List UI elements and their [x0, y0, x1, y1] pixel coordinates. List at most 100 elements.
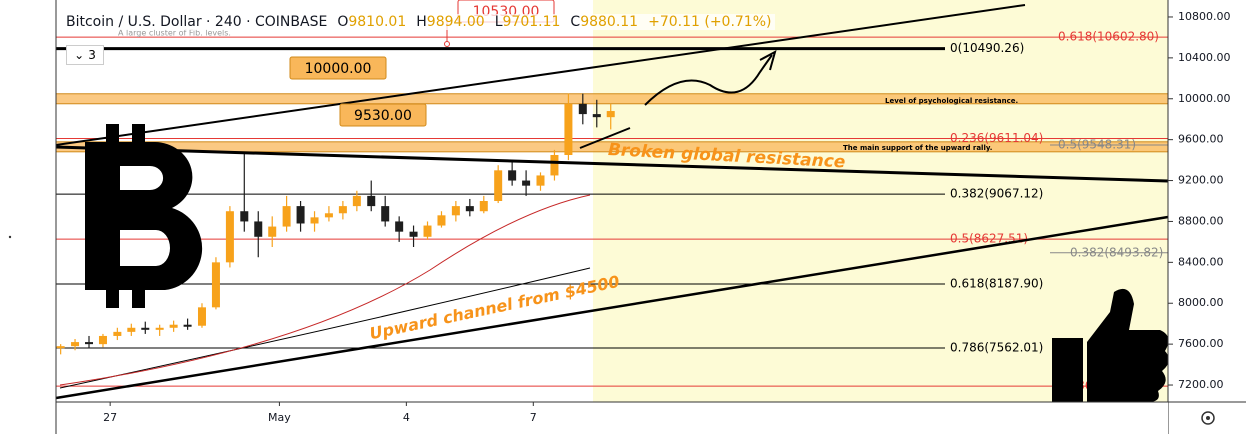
- fib-label: 0.5(9548.31): [1058, 137, 1136, 151]
- candle-body: [85, 342, 94, 345]
- candle-body: [141, 327, 150, 330]
- y-tick-label: 9200.00: [1178, 174, 1224, 187]
- y-tick-label: 8800.00: [1178, 214, 1224, 227]
- x-tick-label: 4: [403, 411, 410, 424]
- candle-body: [155, 327, 164, 330]
- candle-body: [296, 206, 305, 224]
- fib-label: 0.786(7562.01): [950, 341, 1043, 355]
- candle-body: [508, 170, 517, 181]
- y-tick-label: 7600.00: [1178, 337, 1224, 350]
- candle-body: [367, 195, 376, 207]
- candle-body: [71, 342, 80, 347]
- candle-body: [494, 170, 503, 201]
- y-tick-label: 10000.00: [1178, 92, 1231, 105]
- price-callout: [339, 103, 427, 127]
- indicators-toggle[interactable]: ⌄ 3: [66, 45, 104, 65]
- marker-dot: [444, 41, 450, 47]
- fib-label: 0.382(8493.82): [1070, 245, 1163, 259]
- price-axis: [1168, 0, 1246, 434]
- fib-label: 0.5(8627.51): [950, 232, 1028, 246]
- ohlc-key: H: [416, 14, 427, 30]
- ohlc-value: 9701.11: [502, 14, 561, 30]
- candle-body: [282, 206, 291, 227]
- change: +70.11 (+0.71%): [648, 14, 772, 30]
- bitcoin-logo: [85, 124, 203, 308]
- ohlc-value: 9894.00: [426, 14, 485, 30]
- price-callout: [289, 56, 387, 80]
- candle-body: [225, 211, 234, 263]
- candle-body: [465, 206, 474, 212]
- ohlc-value: 9810.01: [348, 14, 407, 30]
- channel-bottom: [55, 215, 1169, 400]
- annotation: Level of psychological resistance.: [885, 97, 1018, 105]
- chevron: ⌄: [74, 48, 85, 62]
- candle-body: [423, 225, 432, 237]
- ohlc: H9894.00: [416, 14, 484, 30]
- candle-body: [197, 307, 206, 326]
- settings-icon[interactable]: [1201, 411, 1215, 425]
- ohlc-key: L: [494, 14, 503, 30]
- x-tick-label: 7: [530, 411, 537, 424]
- candle-body: [240, 211, 249, 222]
- candle-body: [564, 103, 573, 155]
- broken-resistance-line: [55, 145, 1169, 183]
- annotation: The main support of the upward rally.: [843, 144, 992, 152]
- candle-body: [522, 180, 531, 186]
- fib-label: 0.618(10602.80): [1058, 30, 1159, 44]
- candle-body: [409, 231, 418, 237]
- x-tick-label: May: [268, 411, 291, 424]
- fib-label: 0(10490.26): [950, 41, 1024, 55]
- header: Bitcoin / U.S. Dollar · 240 · COINBASE O…: [62, 14, 776, 30]
- candle-body: [606, 111, 615, 118]
- price-callout-label: 9530.00: [354, 108, 412, 124]
- candle-body: [479, 201, 488, 212]
- price-callout-label: 10000.00: [305, 61, 372, 77]
- candle-body: [381, 206, 390, 222]
- candle-body: [169, 324, 178, 328]
- candle-body: [268, 226, 277, 237]
- forecast-zone: [593, 0, 1168, 402]
- symbol-title: Bitcoin / U.S. Dollar · 240 · COINBASE: [66, 14, 328, 30]
- candle-body: [98, 335, 107, 345]
- x-tick-label: 27: [103, 411, 117, 424]
- fib-label: 0.618(8187.90): [950, 277, 1043, 291]
- candle-body: [536, 175, 545, 186]
- candle-body: [592, 114, 601, 118]
- moving-average: [59, 267, 591, 389]
- ohlc-key: C: [570, 14, 581, 30]
- candle-body: [324, 213, 333, 218]
- channel-top: [55, 4, 1026, 146]
- y-tick-label: 8400.00: [1178, 255, 1224, 268]
- candle-body: [437, 215, 446, 226]
- time-axis: [56, 402, 1168, 434]
- candle-body: [254, 221, 263, 237]
- y-tick-label: 7200.00: [1178, 378, 1224, 391]
- forecast-arrow: [579, 54, 773, 149]
- indicators-count: 3: [88, 48, 96, 62]
- y-tick-label: 9600.00: [1178, 133, 1224, 146]
- y-tick-label: 10400.00: [1178, 51, 1231, 64]
- fib-label: 0.236(9611.04): [950, 131, 1043, 145]
- candle-body: [127, 327, 136, 332]
- ohlc-value: 9880.11: [580, 14, 639, 30]
- dot: [8, 235, 12, 239]
- candle-body: [56, 346, 65, 349]
- moving-average: [59, 194, 591, 386]
- ohlc: O9810.01: [337, 14, 406, 30]
- candle-body: [550, 154, 559, 176]
- candle-body: [211, 262, 220, 308]
- candle-body: [183, 324, 192, 327]
- arrow-head: [759, 50, 777, 71]
- annotation: A large cluster of Fib. levels.: [118, 29, 231, 38]
- ohlc: C9880.11: [570, 14, 638, 30]
- fib-label: 0.382(9067.12): [950, 187, 1043, 201]
- candle-body: [310, 217, 319, 224]
- thumbs-up: [1052, 288, 1169, 402]
- candle-body: [352, 195, 361, 207]
- candle-body: [451, 206, 460, 216]
- candle-body: [395, 221, 404, 232]
- candle-body: [113, 331, 122, 336]
- candle-body: [578, 103, 587, 115]
